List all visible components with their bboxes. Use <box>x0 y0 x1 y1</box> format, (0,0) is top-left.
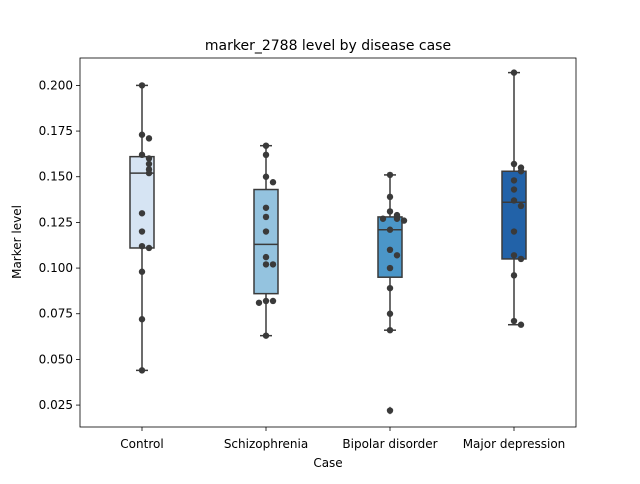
data-point <box>386 264 394 272</box>
data-point <box>510 252 518 259</box>
data-point <box>138 316 146 323</box>
data-point <box>517 202 525 210</box>
x-axis-label: Case <box>313 456 342 470</box>
plot-area <box>129 69 527 415</box>
data-point <box>138 210 146 217</box>
data-point <box>138 82 146 89</box>
data-point <box>386 208 394 215</box>
data-point <box>386 246 394 254</box>
data-point <box>379 215 387 222</box>
data-point <box>510 69 518 76</box>
data-point <box>262 253 270 261</box>
data-point <box>262 228 270 235</box>
y-tick-label: 0.075 <box>39 307 73 321</box>
x-tick-label: Bipolar disorder <box>342 437 437 451</box>
data-point <box>138 151 146 159</box>
points-bipolar-disorder <box>379 171 408 414</box>
data-point <box>138 367 146 374</box>
data-point <box>510 160 518 168</box>
data-point <box>386 407 394 414</box>
y-tick-label: 0.125 <box>39 215 73 229</box>
data-point <box>262 204 270 211</box>
y-tick-label: 0.175 <box>39 124 73 138</box>
data-point <box>145 135 153 142</box>
data-point <box>510 186 518 193</box>
x-axis: Control Schizophrenia Bipolar disorder Majo… <box>120 427 565 451</box>
data-point <box>262 151 270 159</box>
y-axis: 0.025 0.050 0.075 0.100 0.125 0.150 0.175 0.200 <box>39 78 80 412</box>
data-point <box>517 168 525 175</box>
data-point <box>269 179 277 186</box>
plot-frame <box>79 57 577 428</box>
y-tick-label: 0.050 <box>39 352 73 366</box>
data-point <box>386 326 394 334</box>
data-point <box>386 284 394 292</box>
data-point <box>386 310 394 317</box>
y-tick-label: 0.200 <box>39 78 73 92</box>
box-iqr <box>501 170 527 260</box>
data-point <box>145 155 153 162</box>
y-axis-label: Marker level <box>10 205 24 279</box>
data-point <box>262 173 270 180</box>
data-point <box>393 252 401 259</box>
data-point <box>510 272 518 279</box>
data-point <box>510 317 518 325</box>
y-tick-label: 0.150 <box>39 170 73 184</box>
data-point <box>386 193 394 201</box>
data-point <box>262 297 270 305</box>
x-tick-label: Schizophrenia <box>224 437 308 451</box>
data-point <box>269 297 277 305</box>
y-tick-label: 0.100 <box>39 261 73 275</box>
data-point <box>269 261 277 268</box>
data-point <box>262 261 270 268</box>
data-point <box>517 321 525 328</box>
data-point <box>145 169 153 177</box>
data-point <box>145 244 153 252</box>
data-point <box>255 299 263 306</box>
data-point <box>262 332 270 339</box>
points-schizophrenia <box>255 142 277 339</box>
box-control <box>129 84 155 372</box>
data-point <box>138 228 146 235</box>
data-point <box>510 177 518 184</box>
data-point <box>262 213 270 221</box>
box-schizophrenia <box>253 144 279 337</box>
chart-title: marker_2788 level by disease case <box>205 38 451 54</box>
data-point <box>510 197 518 204</box>
data-point <box>393 215 401 222</box>
data-point <box>386 171 394 179</box>
data-point <box>262 142 270 149</box>
data-point <box>510 228 518 235</box>
y-tick-label: 0.025 <box>39 398 73 412</box>
data-point <box>138 242 146 250</box>
data-point <box>138 268 146 275</box>
data-point <box>400 217 408 224</box>
points-control <box>138 82 153 374</box>
x-tick-label: Major depression <box>463 437 566 451</box>
points-major-depression <box>510 69 525 328</box>
data-point <box>386 226 394 233</box>
box-major-depression <box>501 71 527 326</box>
data-point <box>145 160 153 168</box>
data-point <box>517 255 525 263</box>
data-point <box>138 131 146 138</box>
x-tick-label: Control <box>120 437 163 451</box>
